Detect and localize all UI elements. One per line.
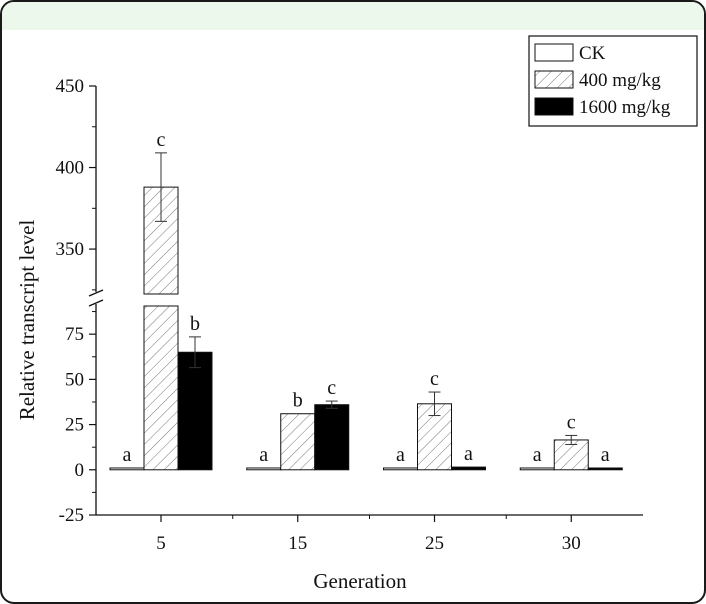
legend-swatch [534, 97, 574, 116]
y-axis-label: Relative transcript level [15, 220, 39, 421]
x-tick-label: 15 [288, 533, 307, 554]
y-tick-label: 0 [75, 460, 85, 481]
significance-label: c [430, 368, 439, 390]
significance-label: a [464, 443, 473, 465]
legend-swatch [534, 70, 574, 89]
y-tick-label: 400 [56, 158, 85, 179]
axis-break-mark [88, 289, 104, 297]
bar [451, 466, 486, 471]
x-tick-label: 25 [425, 533, 444, 554]
bar [177, 351, 213, 471]
legend-label: 1600 mg/kg [579, 97, 671, 118]
bar [587, 467, 623, 471]
significance-label: c [157, 129, 166, 151]
significance-label: a [533, 444, 542, 466]
y-tick-label: -25 [59, 505, 84, 526]
bar [314, 404, 350, 471]
x-tick-label: 30 [562, 533, 581, 554]
legend-label: 400 mg/kg [579, 70, 661, 91]
y-tick-label: 350 [56, 239, 85, 260]
significance-label: c [327, 377, 336, 399]
significance-label: a [396, 444, 405, 466]
bar [519, 467, 555, 471]
significance-label: b [190, 313, 200, 335]
y-tick-label: 50 [65, 369, 84, 390]
y-tick-label: 75 [65, 324, 84, 345]
bar [143, 305, 179, 471]
bar [246, 467, 282, 471]
bar [109, 467, 145, 471]
significance-label: b [293, 390, 303, 412]
bar [383, 467, 418, 471]
y-tick-label: 450 [56, 76, 85, 97]
x-tick-label: 5 [156, 533, 166, 554]
axis-break-mark [88, 299, 104, 307]
legend-swatch [534, 43, 574, 62]
significance-label: a [123, 444, 132, 466]
legend-label: CK [579, 43, 606, 64]
significance-label: a [601, 444, 610, 466]
y-tick-label: 25 [65, 415, 84, 436]
significance-label: a [259, 444, 268, 466]
top-band [2, 2, 704, 30]
x-axis-label: Generation [313, 569, 407, 592]
bar [280, 413, 316, 471]
significance-label: c [567, 411, 576, 433]
